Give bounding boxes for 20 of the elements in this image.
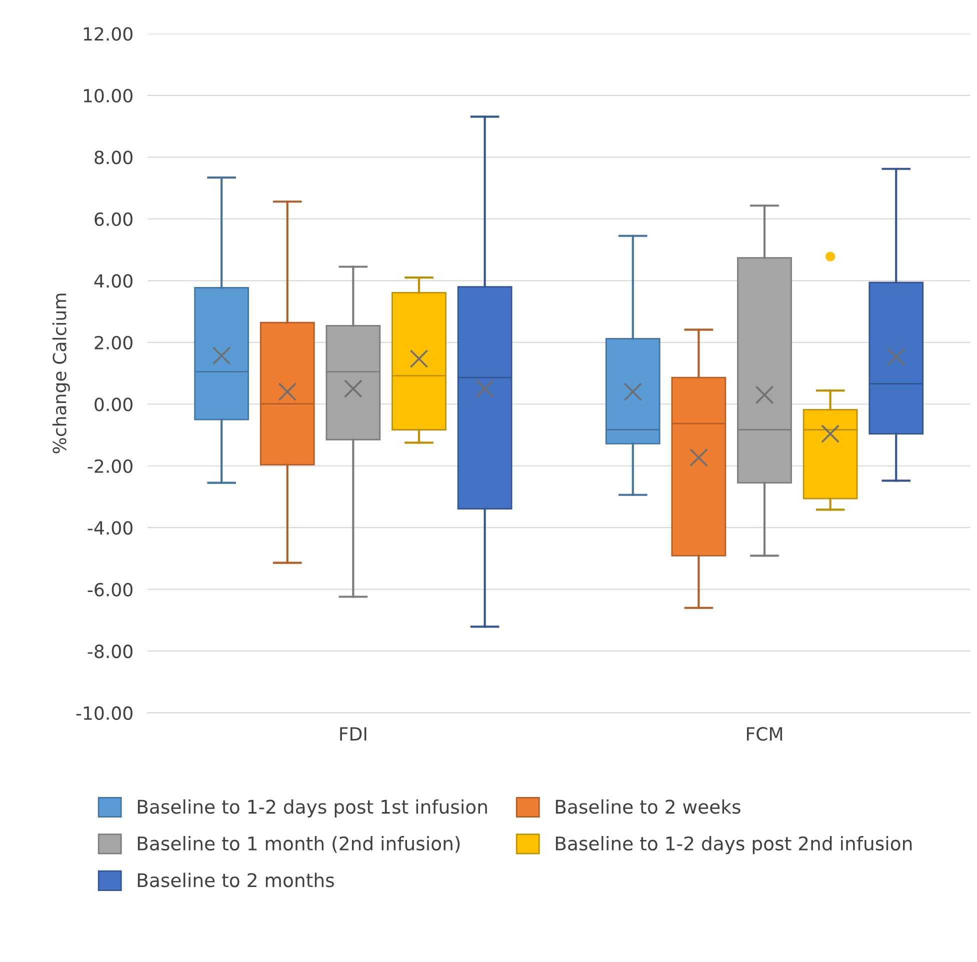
legend-label: Baseline to 1-2 days post 1st infusion <box>138 799 487 818</box>
legend-label: Baseline to 1 month (2nd infusion) <box>138 836 460 853</box>
y-tick-label: 2.00 <box>94 336 132 350</box>
legend-label: Baseline to 2 months <box>138 872 334 888</box>
y-tick-label: -2.00 <box>88 459 132 473</box>
y-tick-label: -10.00 <box>76 706 132 720</box>
legend-label: Baseline to 2 weeks <box>556 799 740 814</box>
y-axis-title: %change Calcium <box>52 294 70 454</box>
y-tick-label: 6.00 <box>94 212 132 226</box>
legend-label: Baseline to 1-2 days post 2nd infusion <box>556 836 912 854</box>
y-tick-label: -4.00 <box>88 521 132 535</box>
y-tick-label: 4.00 <box>94 274 132 288</box>
y-tick-label: 0.00 <box>94 398 132 412</box>
y-tick-label: 10.00 <box>84 88 132 103</box>
y-tick-label: 12.00 <box>84 27 132 41</box>
y-tick-label: 8.00 <box>94 150 132 164</box>
y-tick-label: -8.00 <box>88 644 132 658</box>
y-tick-label: -6.00 <box>88 582 132 596</box>
x-tick-label: FDI <box>340 727 366 740</box>
x-tick-label: FCM <box>746 727 782 741</box>
